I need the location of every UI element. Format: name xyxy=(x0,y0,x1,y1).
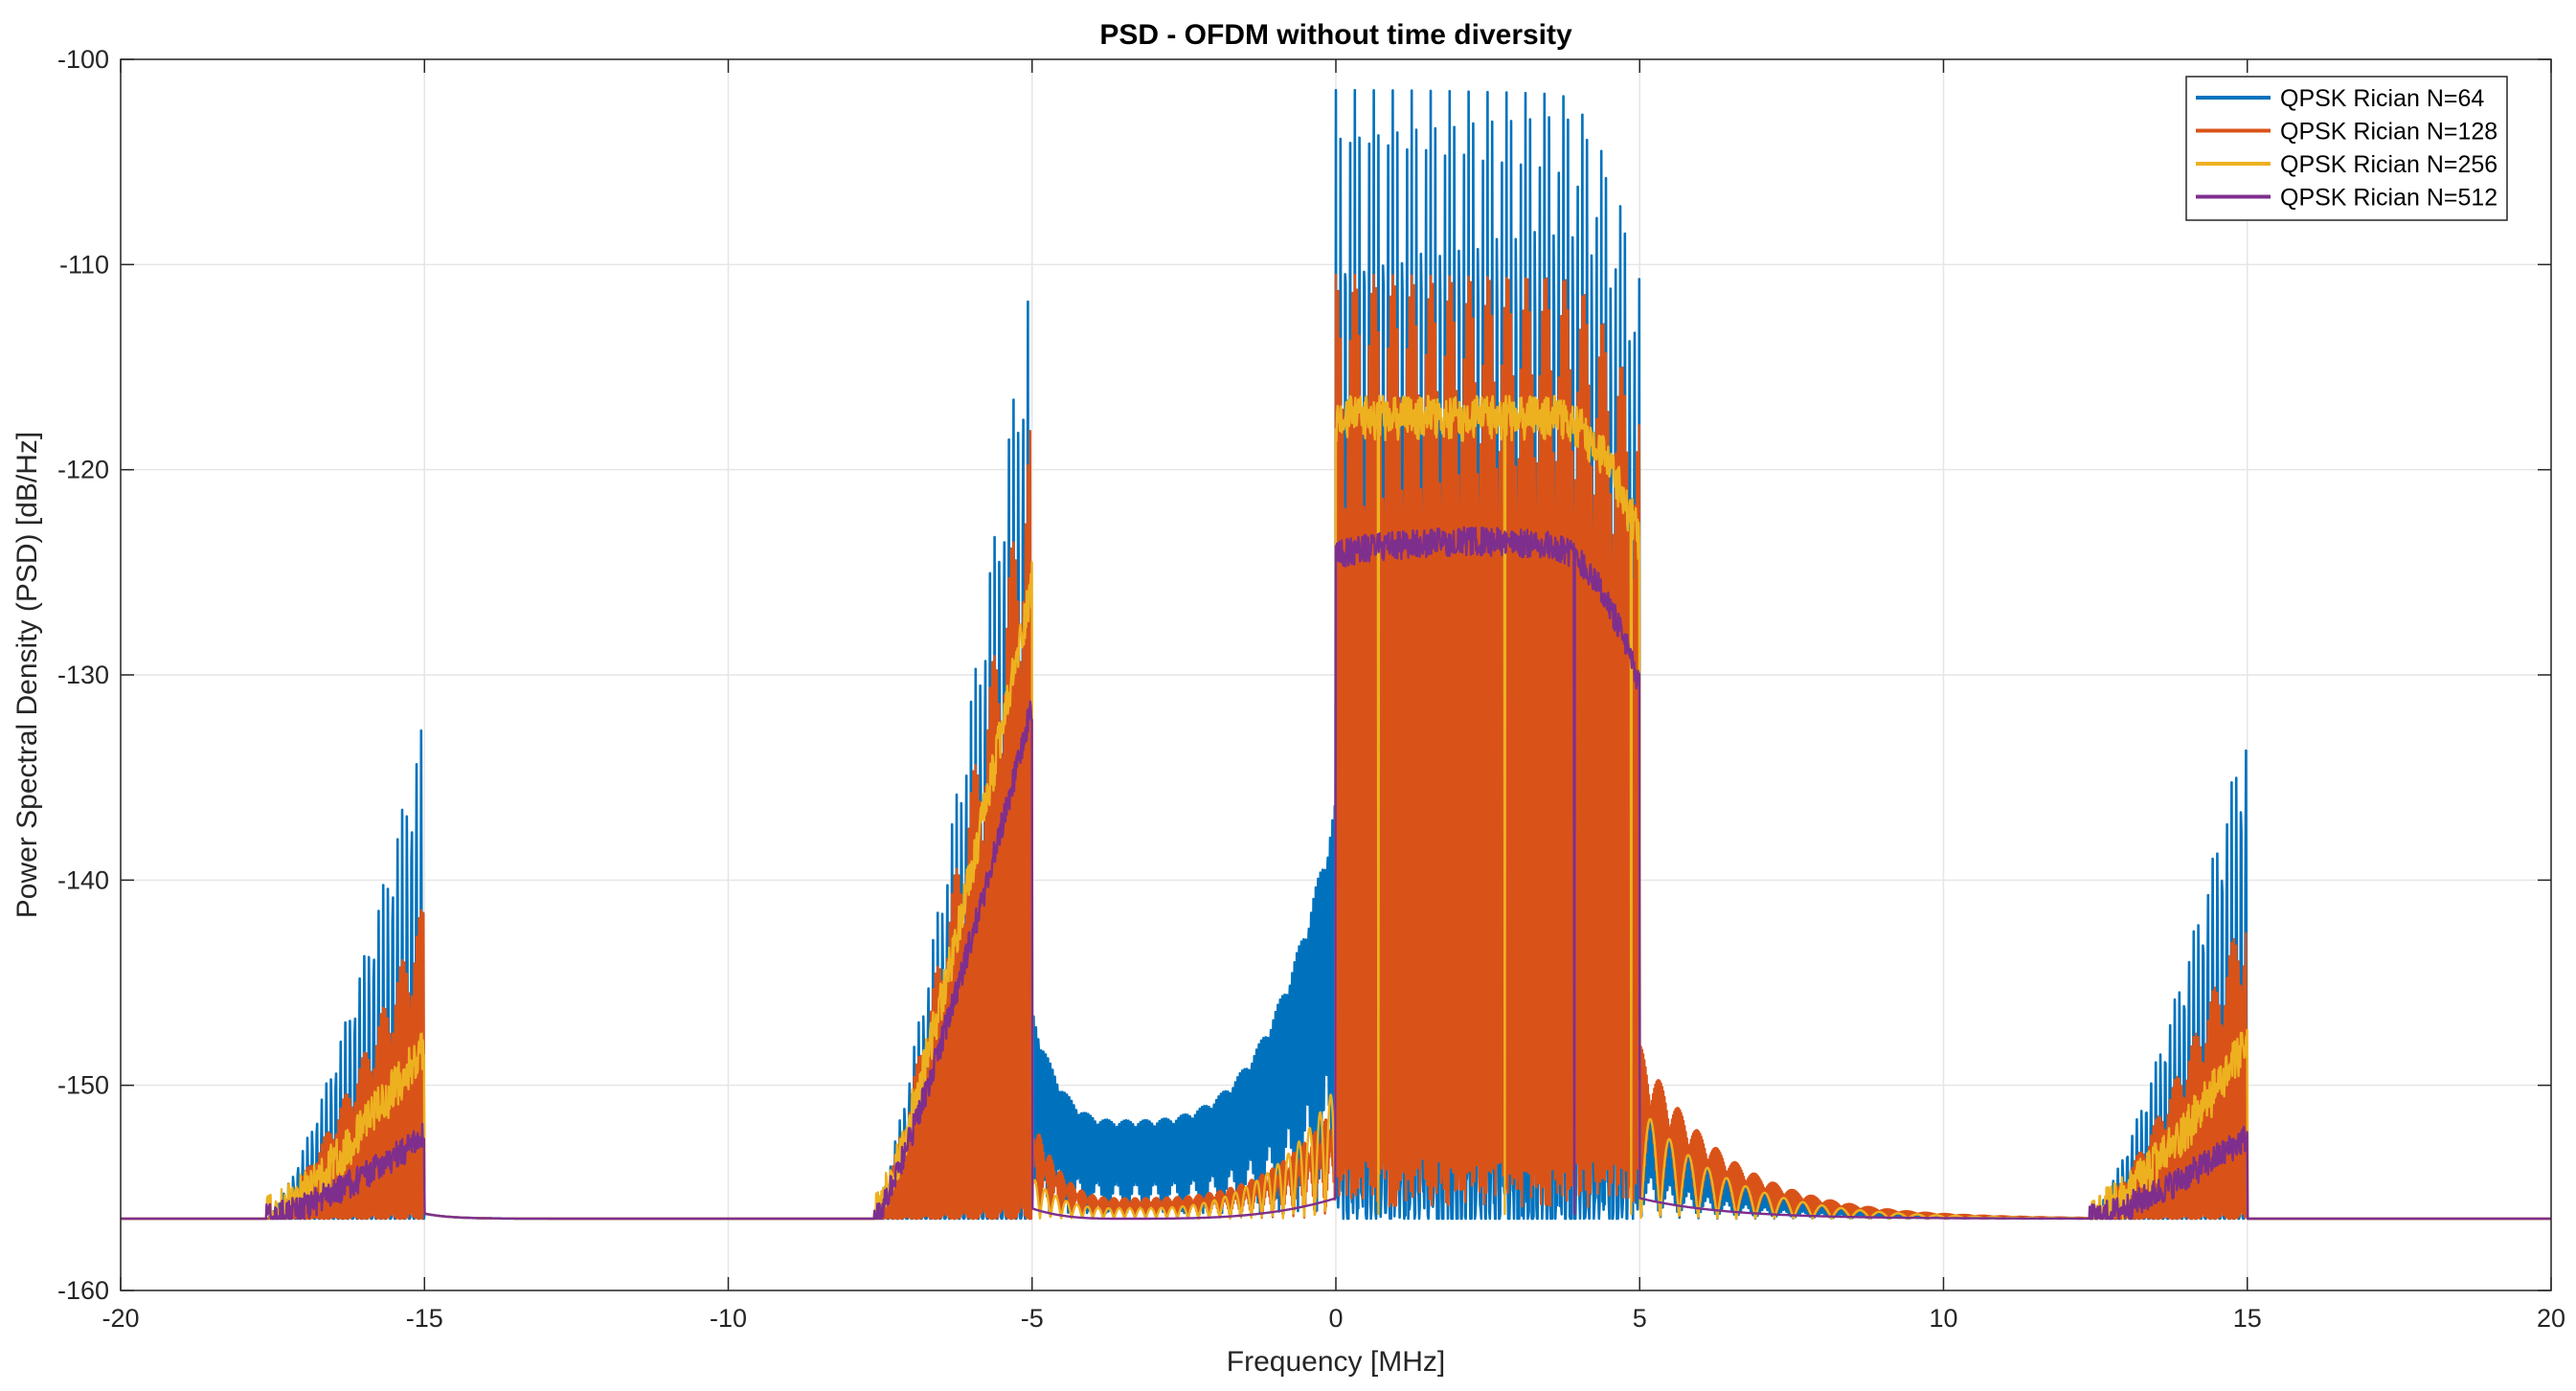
x-axis-label: Frequency [MHz] xyxy=(1227,1346,1445,1378)
series-line-n512 xyxy=(120,526,2552,1221)
legend[interactable]: QPSK Rician N=64 QPSK Rician N=128 QPSK Ri… xyxy=(2185,76,2508,221)
x-tick-label: 10 xyxy=(1929,1304,1957,1333)
legend-item-n512[interactable]: QPSK Rician N=512 xyxy=(2196,185,2497,212)
y-axis-label: Power Spectral Density (PSD) [dB/Hz] xyxy=(11,432,43,919)
legend-item-n64[interactable]: QPSK Rician N=64 xyxy=(2196,85,2484,112)
y-tick-label: -140 xyxy=(57,865,109,894)
y-tick-label: -130 xyxy=(57,661,109,689)
x-tick-label: 5 xyxy=(1633,1304,1647,1333)
series-layer xyxy=(120,88,2552,1221)
chart-title: PSD - OFDM without time diversity xyxy=(1099,19,1572,51)
x-tick-label: 0 xyxy=(1328,1304,1343,1333)
axis-ticks: -20 -15 -10 -5 0 5 10 15 20 -160 -150 -140 -130 -120 -… xyxy=(57,45,2565,1333)
x-tick-label: -5 xyxy=(1021,1304,1044,1333)
legend-item-n256[interactable]: QPSK Rician N=256 xyxy=(2196,151,2497,178)
legend-item-n128[interactable]: QPSK Rician N=128 xyxy=(2196,119,2497,146)
x-tick-label: -20 xyxy=(102,1304,139,1333)
legend-label: QPSK Rician N=128 xyxy=(2280,119,2497,146)
y-tick-label: -150 xyxy=(57,1071,109,1100)
legend-label: QPSK Rician N=64 xyxy=(2280,85,2484,112)
y-tick-label: -110 xyxy=(59,250,109,279)
legend-label: QPSK Rician N=256 xyxy=(2280,151,2497,178)
x-tick-label: -10 xyxy=(710,1304,747,1333)
y-tick-label: -120 xyxy=(57,456,109,484)
x-tick-label: -15 xyxy=(406,1304,443,1333)
x-tick-label: 20 xyxy=(2537,1304,2565,1333)
x-tick-label: 15 xyxy=(2233,1304,2262,1333)
legend-label: QPSK Rician N=512 xyxy=(2280,185,2497,212)
y-tick-label: -100 xyxy=(57,45,109,74)
y-tick-label: -160 xyxy=(57,1276,109,1305)
